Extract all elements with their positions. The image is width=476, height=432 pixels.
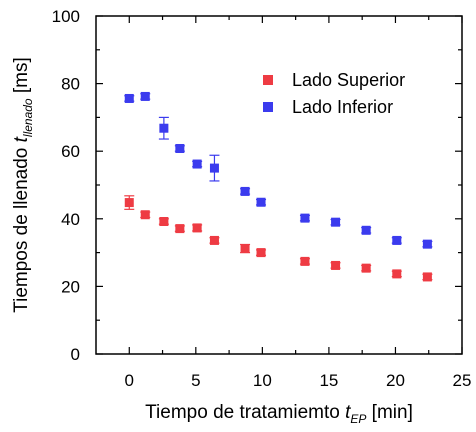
data-point bbox=[209, 163, 219, 173]
legend-marker bbox=[263, 75, 273, 85]
legend-label: Lado Inferior bbox=[292, 97, 393, 117]
data-point bbox=[159, 217, 169, 227]
data-point bbox=[392, 269, 402, 279]
y-axis-title-unit: [ms] bbox=[11, 57, 32, 98]
y-tick-label: 80 bbox=[61, 75, 80, 94]
series-1 bbox=[124, 195, 433, 282]
data-point bbox=[422, 239, 432, 249]
data-point bbox=[240, 186, 250, 196]
y-axis-title-var: t bbox=[11, 136, 32, 142]
data-point bbox=[331, 217, 341, 227]
data-point bbox=[361, 225, 371, 235]
y-axis-title-main: Tiempos de llenado bbox=[11, 142, 32, 312]
data-point bbox=[140, 91, 150, 101]
x-axis-title-var: t bbox=[345, 402, 351, 423]
y-tick-label: 40 bbox=[61, 210, 80, 229]
x-tick-label: 10 bbox=[253, 371, 272, 390]
data-point bbox=[392, 235, 402, 245]
data-point bbox=[124, 198, 134, 208]
data-point bbox=[192, 223, 202, 233]
axis-ticks bbox=[96, 15, 463, 355]
data-point bbox=[159, 123, 169, 133]
x-axis-title-main: Tiempo de tratamiemto bbox=[145, 402, 345, 423]
data-point bbox=[422, 272, 432, 282]
data-point bbox=[124, 93, 134, 103]
x-axis-title: Tiempo de tratamiemto tEP [min] bbox=[145, 402, 413, 426]
y-tick-label: 0 bbox=[71, 345, 80, 364]
x-axis-title-unit: [min] bbox=[366, 402, 412, 423]
data-point bbox=[240, 244, 250, 254]
x-tick-label: 5 bbox=[191, 371, 200, 390]
data-point bbox=[331, 260, 341, 270]
x-tick-label: 15 bbox=[319, 371, 338, 390]
y-tick-label: 20 bbox=[61, 277, 80, 296]
legend: Lado Superior Lado Inferior bbox=[263, 70, 405, 117]
data-point bbox=[192, 159, 202, 169]
data-point bbox=[175, 143, 185, 153]
x-tick-label: 25 bbox=[453, 371, 472, 390]
data-point bbox=[300, 213, 310, 223]
x-tick-label: 20 bbox=[386, 371, 405, 390]
x-axis-title-sub: EP bbox=[350, 412, 366, 426]
y-tick-label: 60 bbox=[61, 142, 80, 161]
data-point bbox=[209, 235, 219, 245]
plot-frame bbox=[95, 15, 463, 355]
axis-tick-labels: 0 5 10 15 20 25 0 20 40 60 80 100 bbox=[52, 7, 472, 390]
series-2 bbox=[124, 91, 433, 249]
y-axis-title-sub: llenado bbox=[21, 98, 35, 137]
y-axis-title: Tiempos de llenado tllenado [ms] bbox=[11, 57, 35, 313]
data-markers bbox=[124, 91, 433, 282]
data-point bbox=[175, 224, 185, 234]
legend-label: Lado Superior bbox=[292, 70, 405, 90]
x-tick-label: 0 bbox=[125, 371, 134, 390]
y-tick-label: 100 bbox=[52, 7, 80, 26]
data-point bbox=[361, 263, 371, 273]
legend-marker bbox=[263, 102, 273, 112]
data-point bbox=[140, 210, 150, 220]
data-point bbox=[256, 197, 266, 207]
data-point bbox=[300, 256, 310, 266]
data-point bbox=[256, 248, 266, 258]
